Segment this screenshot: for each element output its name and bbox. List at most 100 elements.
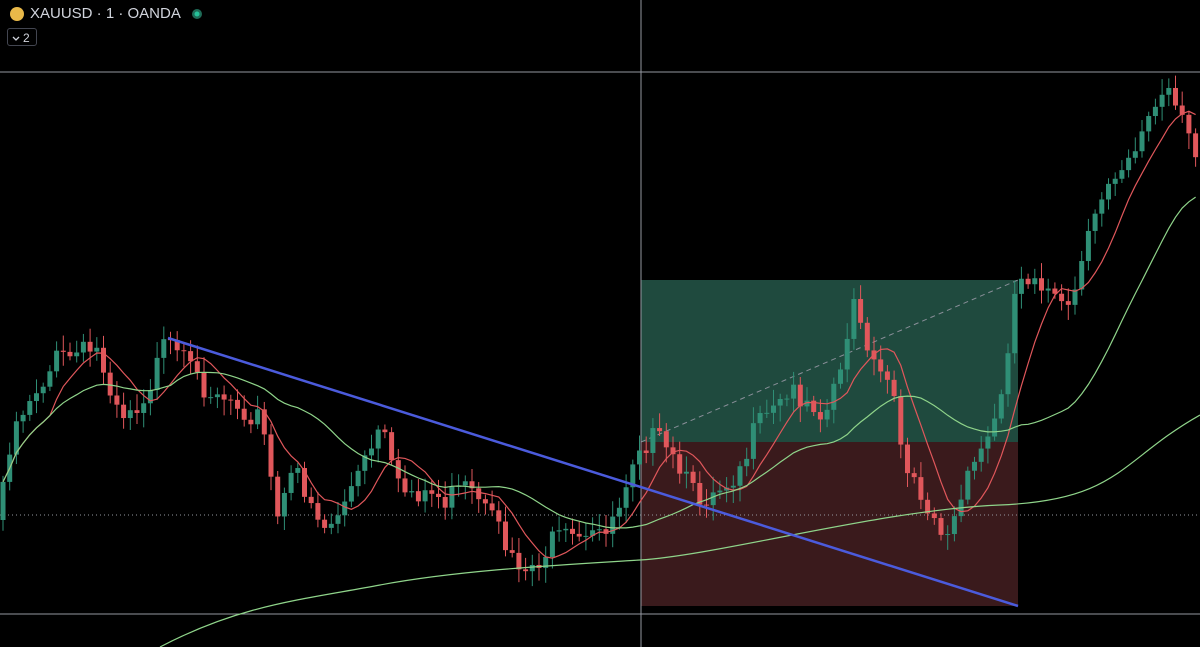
candle-body [737, 466, 743, 486]
candle-body [750, 423, 756, 459]
candle-body [1032, 278, 1038, 285]
candle-body [462, 481, 468, 486]
candle-body [1173, 87, 1178, 106]
candle-body [188, 351, 194, 362]
candle-body [389, 432, 395, 461]
candle-body [898, 396, 904, 445]
candle-body [261, 409, 267, 435]
candle-body [1039, 278, 1044, 291]
candle-body [1106, 183, 1111, 200]
candle-body [342, 501, 348, 516]
candle-body [60, 350, 66, 352]
candle-body [978, 448, 984, 462]
candle-body [34, 393, 39, 402]
candle-body [503, 521, 508, 551]
candle-body [851, 299, 857, 339]
candle-body [208, 397, 214, 399]
candle-body [791, 384, 797, 399]
candle-body [362, 455, 368, 471]
candle-body [1018, 278, 1024, 294]
candle-body [268, 434, 274, 477]
candle-body [348, 486, 354, 502]
candle-body [570, 528, 575, 534]
candle-body [704, 504, 709, 506]
candle-body [1065, 301, 1071, 305]
status-dot [194, 11, 200, 17]
candle-body [529, 564, 535, 572]
candle-body [744, 458, 750, 467]
candle-body [47, 371, 53, 387]
stop-zone [641, 442, 1018, 606]
candle-body [831, 383, 837, 410]
candle-body [322, 519, 328, 528]
candle-body [717, 490, 723, 493]
candle-body [161, 339, 167, 358]
candle-body [616, 507, 622, 517]
candle-body [54, 350, 60, 372]
candle-body [1186, 114, 1192, 134]
candle-body [918, 477, 924, 500]
candle-body [409, 491, 415, 493]
candle-body [429, 490, 435, 494]
candle-body [563, 528, 569, 531]
candle-body [610, 516, 616, 534]
trend-line [167, 336, 1019, 608]
candle-body [945, 534, 951, 536]
candle-body [0, 481, 6, 520]
candle-body [1146, 116, 1152, 132]
candle-body [308, 496, 314, 504]
candle-body [147, 390, 153, 404]
candle-body [771, 405, 776, 413]
candle-body [402, 478, 408, 493]
candle-body [1112, 178, 1118, 184]
candle-body [375, 429, 381, 449]
symbol-title: XAUUSD · 1 · OANDA [30, 5, 181, 22]
candle-body [275, 476, 281, 517]
candle-body [1119, 170, 1125, 179]
candle-body [436, 493, 441, 498]
candle-body [804, 400, 810, 407]
candle-body [40, 386, 46, 394]
candle-body [288, 472, 294, 493]
candle-body [355, 470, 361, 487]
candle-body [543, 556, 549, 568]
symbol-icon [10, 7, 24, 21]
candle-body [878, 359, 884, 372]
candle-body [194, 361, 200, 373]
candle-body [556, 530, 562, 532]
candle-body [730, 485, 736, 488]
candle-body [965, 470, 971, 500]
chevron-icon [12, 36, 20, 41]
candle-body [121, 404, 127, 419]
candle-body [811, 400, 817, 413]
candle-body [442, 497, 448, 508]
medium-ma [2, 196, 1196, 529]
candle-body [20, 414, 26, 422]
candle-body [114, 395, 120, 405]
candle-body [1052, 288, 1058, 294]
indicator-toggle[interactable]: 2 [7, 28, 37, 46]
candle-body [844, 338, 850, 370]
candle-body [925, 499, 931, 514]
candle-body [315, 503, 321, 520]
candle-body [80, 341, 86, 353]
candle-body [797, 384, 803, 407]
candle-body [670, 447, 676, 455]
candle-body [87, 341, 93, 352]
candle-body [1012, 293, 1018, 354]
candle-body [27, 401, 33, 415]
candle-body [295, 468, 301, 473]
candle-body [449, 486, 455, 508]
candle-body [134, 410, 140, 413]
candle-body [603, 529, 609, 534]
candle-body [67, 351, 73, 357]
candle-body [1079, 261, 1085, 290]
candle-body [938, 518, 944, 535]
candle-body [335, 515, 341, 524]
candle-body [181, 350, 187, 352]
candle-body [201, 372, 207, 398]
candle-body [248, 419, 254, 425]
candle-body [784, 398, 790, 400]
candle-body [1099, 199, 1105, 214]
